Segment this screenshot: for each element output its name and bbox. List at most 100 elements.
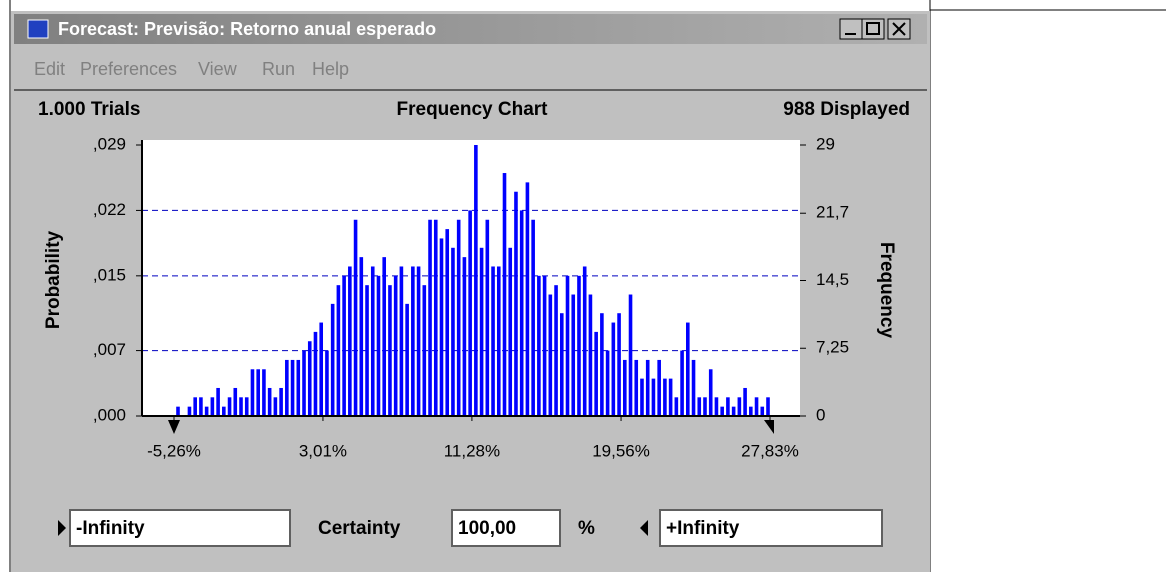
bar (657, 359, 661, 416)
bar (691, 359, 696, 416)
bar (353, 219, 358, 416)
bar (256, 369, 260, 416)
certainty-label: Certainty (318, 518, 401, 539)
bar (411, 266, 415, 416)
chart: ,000 ,007 ,015 ,022 ,029 0 7,25 14,5 21,7 29 -5,26… (93, 134, 849, 460)
bar (456, 219, 461, 416)
bar (582, 266, 587, 416)
bar (307, 341, 312, 416)
bar (594, 331, 598, 416)
bar (439, 238, 444, 416)
bar (634, 359, 639, 416)
bar (359, 257, 364, 416)
bar (559, 313, 564, 416)
bar (714, 397, 719, 416)
x-tick-label: 11,28% (444, 441, 500, 460)
bar (451, 247, 455, 416)
bar (319, 322, 324, 416)
bar (605, 350, 610, 416)
bar (565, 275, 570, 416)
window-buttons[interactable] (839, 18, 911, 40)
bar (496, 266, 501, 416)
bar (445, 229, 450, 416)
bar (290, 359, 295, 416)
bar (433, 219, 438, 416)
y2-tick-label: 14,5 (816, 270, 849, 289)
bar (674, 397, 679, 416)
x-tick-label: 19,56% (592, 441, 650, 460)
bar (244, 397, 249, 416)
bar (342, 275, 346, 416)
bar (577, 275, 581, 416)
upper-input[interactable] (659, 509, 883, 547)
bar (199, 397, 203, 416)
bar (227, 397, 232, 416)
bar (193, 397, 197, 416)
menu-item[interactable]: Help (312, 59, 349, 79)
bar (393, 275, 398, 416)
bar (708, 369, 713, 416)
bar (514, 191, 518, 416)
bar (651, 378, 656, 416)
bar (187, 406, 192, 416)
maximize-glyph (866, 22, 880, 35)
bar (485, 219, 490, 416)
lower-input[interactable] (69, 509, 291, 547)
bar (233, 387, 238, 416)
arrow-left (640, 520, 648, 536)
bar (462, 257, 467, 416)
minimize[interactable] (839, 18, 863, 40)
menu-item[interactable]: Preferences (80, 59, 177, 79)
bar (720, 406, 724, 416)
x-tick-label: 3,01% (299, 441, 347, 460)
bar (239, 397, 243, 416)
bar (588, 294, 593, 416)
bar (176, 406, 180, 416)
bar (210, 397, 215, 416)
bar (737, 397, 742, 416)
bar (388, 285, 392, 416)
window-title: Forecast: Previsão: Retorno anual espera… (58, 19, 436, 39)
bar (204, 406, 209, 416)
y-tick-label: ,015 (93, 265, 126, 284)
app-icon (27, 19, 49, 39)
bar (491, 266, 495, 416)
bar (686, 322, 690, 416)
lower-marker (168, 420, 180, 434)
bar (726, 397, 730, 416)
bar (519, 210, 524, 416)
bar (479, 247, 484, 416)
menu-item[interactable]: Run (262, 59, 295, 79)
bar (468, 210, 472, 416)
bar (611, 322, 616, 416)
trials: 1.000 Trials (38, 99, 140, 120)
close-glyph (892, 22, 906, 36)
bar (628, 294, 633, 416)
bar (743, 387, 747, 416)
bar (382, 257, 387, 416)
y2-tick-label: 29 (816, 134, 835, 153)
bar (663, 378, 667, 416)
bar (537, 275, 541, 416)
bar (267, 387, 272, 416)
bar (279, 387, 283, 416)
bar (645, 359, 650, 416)
menu-item[interactable]: View (198, 59, 238, 79)
y2-tick-label: 0 (816, 405, 825, 424)
controls: -Infinity Certainty 100,00 % +Infinity (58, 509, 883, 547)
bar (399, 266, 404, 416)
percent: % (578, 518, 595, 539)
bar (554, 285, 558, 416)
arrow-right (58, 520, 66, 536)
bar (697, 397, 702, 416)
bar (640, 378, 644, 416)
menu-item[interactable]: Edit (34, 59, 65, 79)
y2-tick-label: 7,25 (816, 338, 849, 357)
bar (273, 397, 278, 416)
certainty-input[interactable] (451, 509, 561, 547)
bar (336, 285, 341, 416)
bar (416, 266, 421, 416)
bar (766, 397, 770, 416)
chart-name: Frequency Chart (397, 99, 549, 120)
